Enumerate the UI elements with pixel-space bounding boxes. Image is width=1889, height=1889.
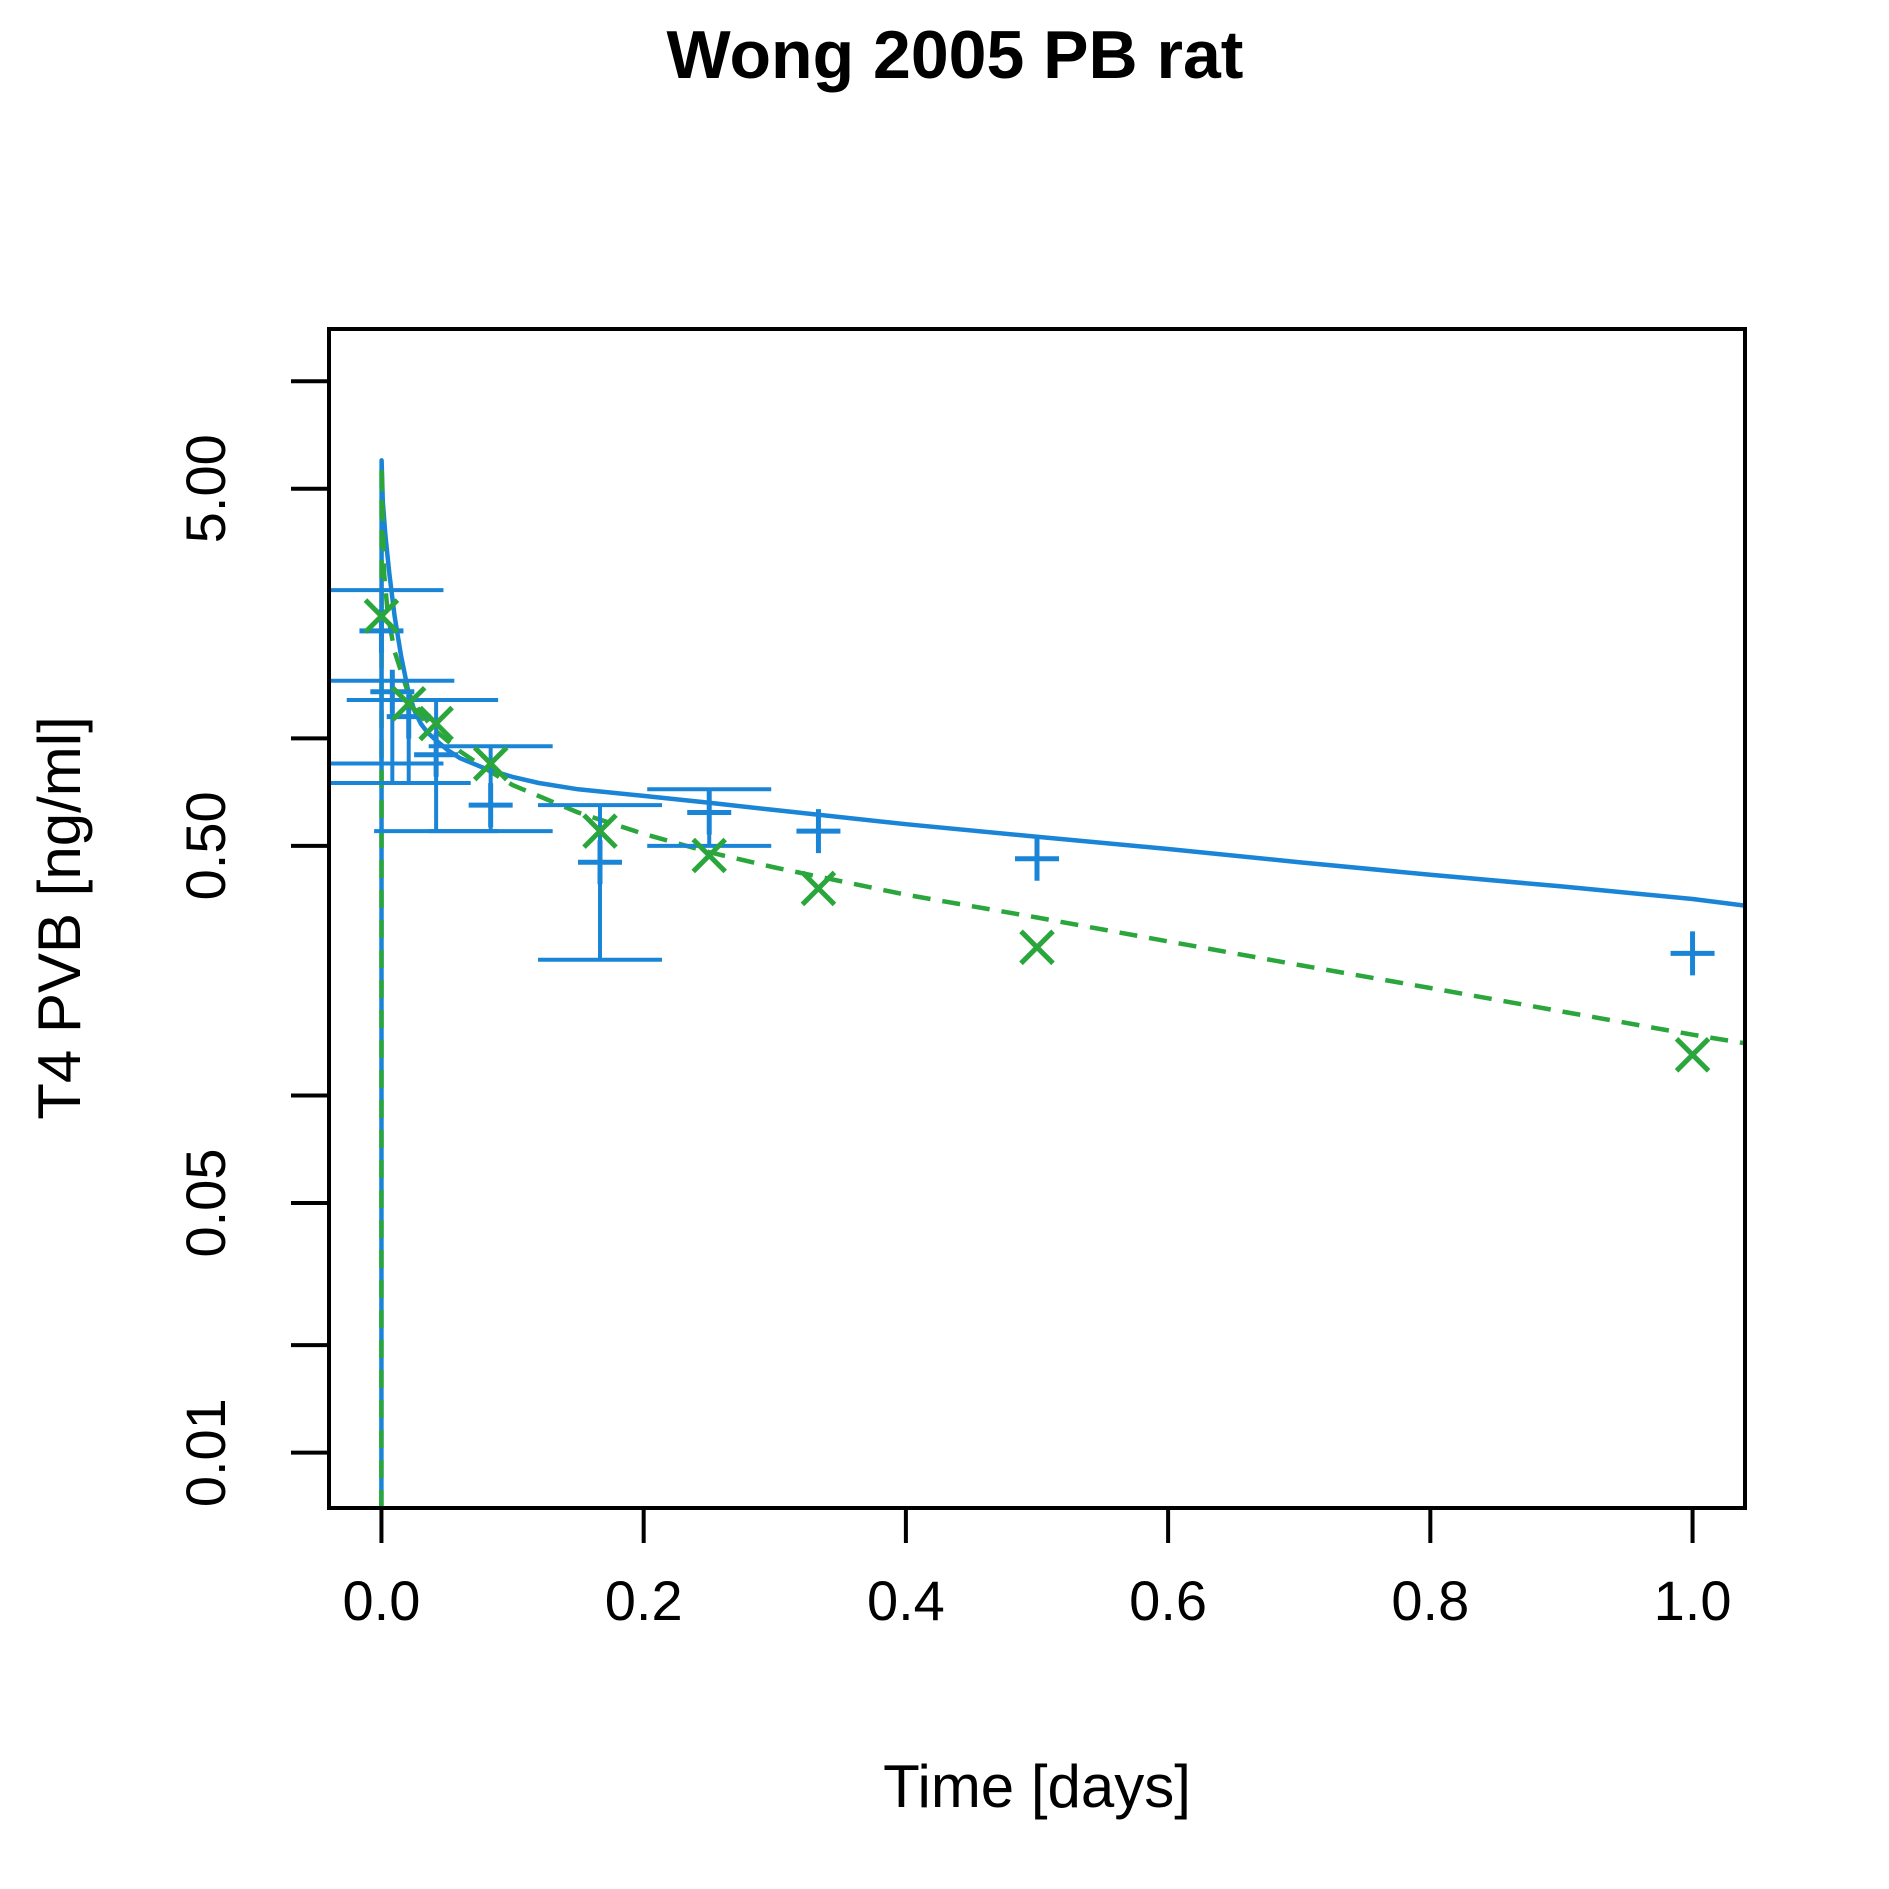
y-axis-label: T4 PVB [ng/ml]	[26, 716, 93, 1119]
x-marker	[582, 813, 618, 849]
x-axis-label: Time [days]	[883, 1753, 1191, 1820]
y-tick-label: 5.00	[174, 434, 237, 543]
x-marker	[800, 870, 837, 907]
y-tick-label: 0.01	[174, 1398, 237, 1507]
series-line-solid	[379, 458, 1745, 1508]
x-tick-label: 1.0	[1654, 1569, 1732, 1632]
x-tick-label: 0.8	[1391, 1569, 1469, 1632]
x-marker	[418, 705, 454, 742]
y-tick-label: 0.50	[174, 791, 237, 900]
x-marker	[1019, 929, 1055, 966]
plot-frame	[327, 327, 1747, 1510]
x-axis: 0.0 0.2 0.4 0.6 0.8 1.0	[343, 1508, 1732, 1632]
plot-marks	[329, 458, 1745, 1508]
x-marker	[1674, 1037, 1711, 1073]
series-line-dashed	[379, 463, 1745, 1508]
x-tick-label: 0.4	[867, 1569, 945, 1632]
x-tick-label: 0.6	[1129, 1569, 1207, 1632]
x-marker	[691, 837, 727, 874]
x-marker	[390, 685, 427, 722]
x-marker	[472, 745, 509, 782]
x-tick-label: 0.2	[605, 1569, 683, 1632]
chart-title: Wong 2005 PB rat	[667, 17, 1244, 93]
y-tick-label: 0.05	[174, 1149, 237, 1258]
y-axis: 0.01 0.05 0.50 5.00	[174, 379, 329, 1507]
x-marker	[363, 598, 400, 634]
x-tick-label: 0.0	[343, 1569, 421, 1632]
